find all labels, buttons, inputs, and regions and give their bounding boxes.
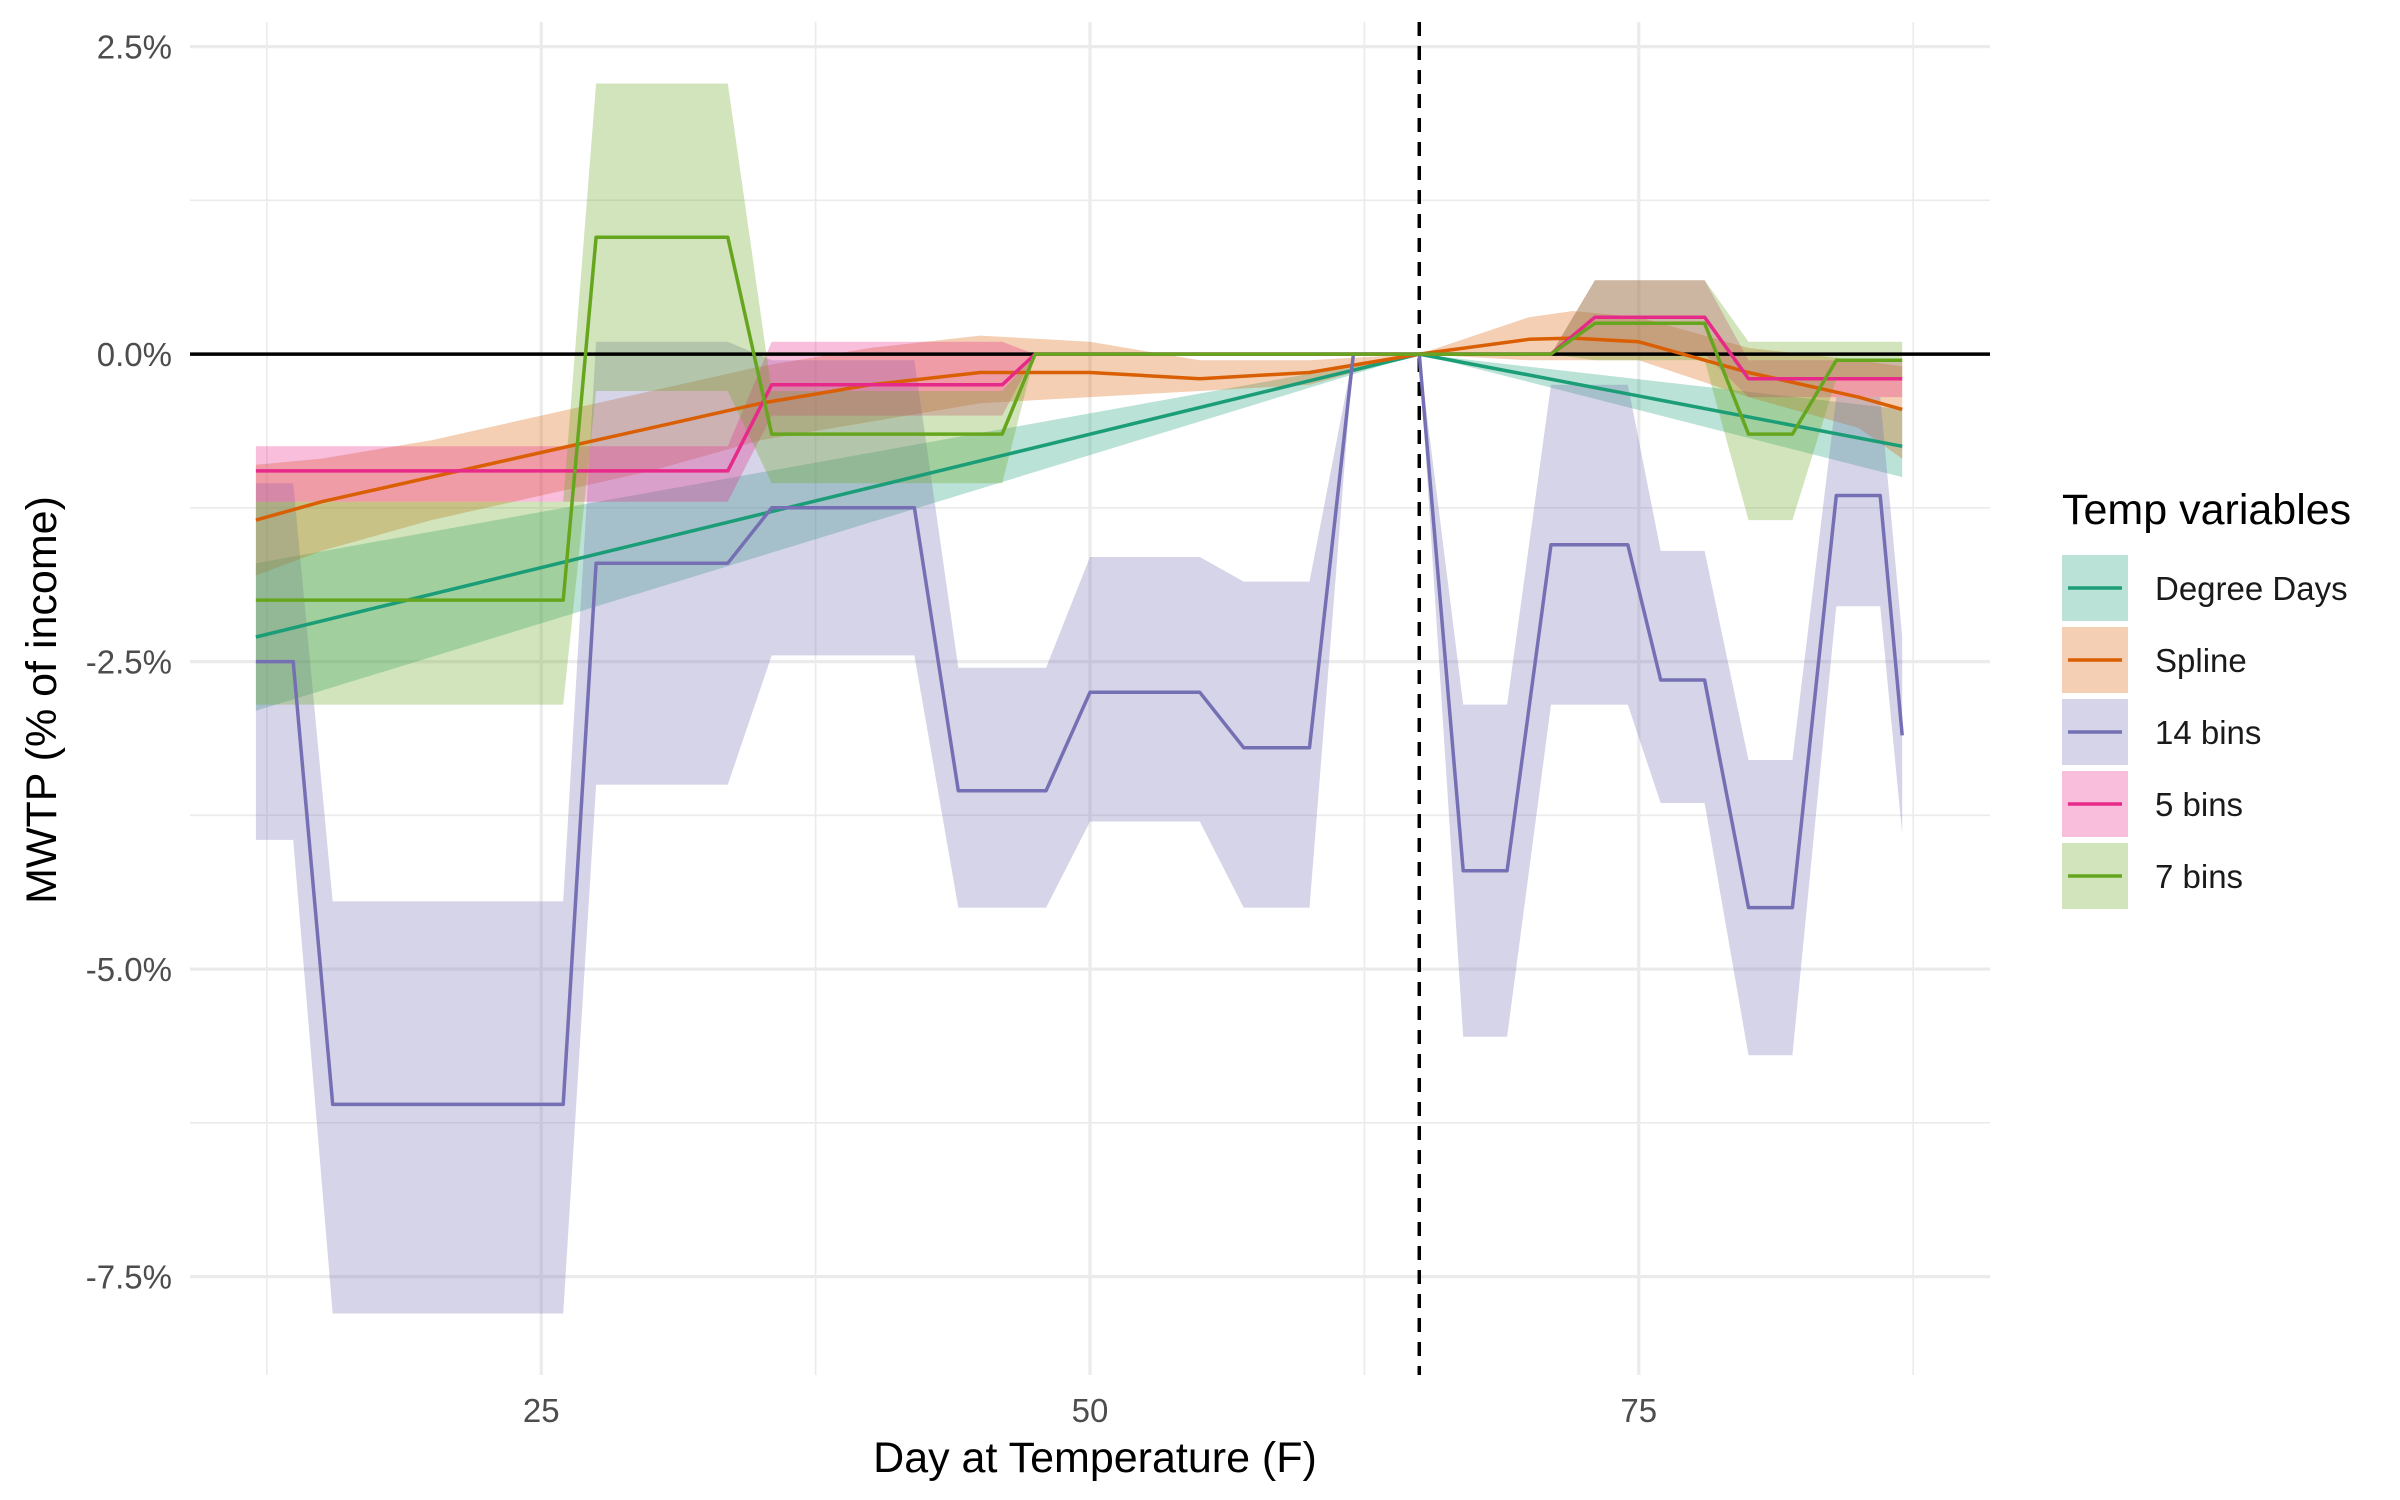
confidence-bands [255, 83, 1903, 1314]
legend-label: Spline [2155, 642, 2247, 679]
y-tick-label: 0.0% [97, 336, 172, 373]
series-lines [255, 235, 1904, 1107]
band-degree-days [255, 354, 1903, 711]
y-tick-label: -2.5% [86, 644, 172, 681]
legend-label: Degree Days [2155, 570, 2348, 607]
legend: Temp variables Degree Days Spline 14 bins 5… [2062, 486, 2351, 909]
legend-item-14-bins: 14 bins [2062, 699, 2261, 765]
y-tick-label: 2.5% [97, 29, 172, 66]
legend-label: 7 bins [2155, 858, 2243, 895]
y-tick-label: -5.0% [86, 951, 172, 988]
band-14-bins [255, 341, 1903, 1314]
x-tick-label: 75 [1620, 1392, 1657, 1429]
legend-label: 5 bins [2155, 786, 2243, 823]
band-5-bins [255, 280, 1903, 502]
line-14-bins [255, 352, 1904, 1107]
tick-labels: 25 50 75 2.5% 0.0% -2.5% -5.0% -7.5% [86, 29, 1657, 1429]
y-tick-label: -7.5% [86, 1259, 172, 1296]
legend-item-7-bins: 7 bins [2062, 843, 2243, 909]
legend-label: 14 bins [2155, 714, 2261, 751]
x-tick-label: 50 [1072, 1392, 1109, 1429]
legend-title: Temp variables [2062, 486, 2351, 534]
x-axis-title: Day at Temperature (F) [873, 1434, 1317, 1482]
x-tick-label: 25 [523, 1392, 560, 1429]
y-axis-title: MWTP (% of income) [18, 496, 66, 904]
line-spline [255, 336, 1903, 522]
line-7-bins [255, 235, 1903, 602]
legend-item-spline: Spline [2062, 627, 2247, 693]
legend-item-degree-days: Degree Days [2062, 555, 2348, 621]
legend-item-5-bins: 5 bins [2062, 771, 2243, 837]
